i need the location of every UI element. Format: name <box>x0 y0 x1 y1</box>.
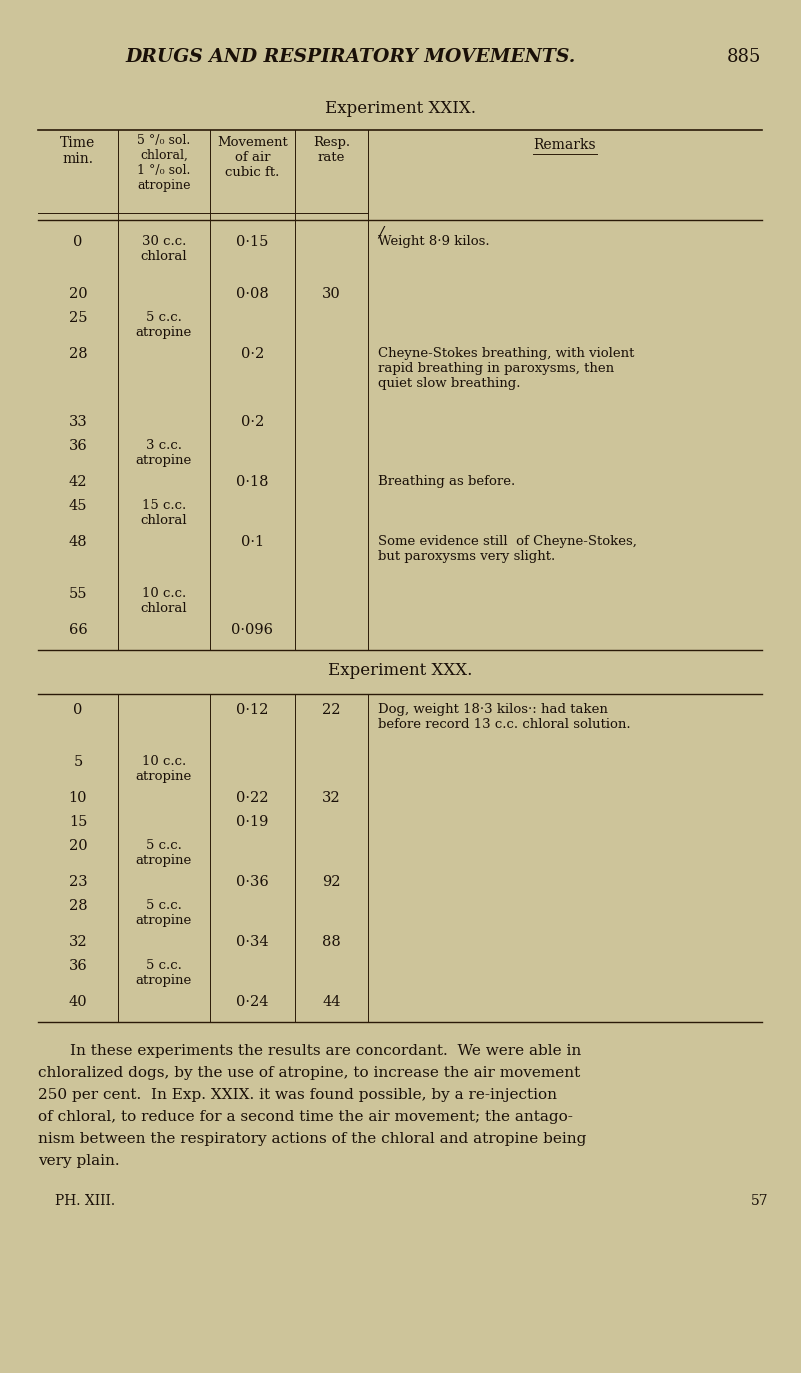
Text: 25: 25 <box>69 312 87 325</box>
Text: 57: 57 <box>751 1195 769 1208</box>
Text: 0·34: 0·34 <box>236 935 269 949</box>
Text: 44: 44 <box>322 995 340 1009</box>
Text: of chloral, to reduce for a second time the air movement; the antago-: of chloral, to reduce for a second time … <box>38 1109 573 1124</box>
Text: 66: 66 <box>69 623 87 637</box>
Text: 0: 0 <box>74 703 83 717</box>
Text: Some evidence still  of Cheyne-Stokes,
but paroxysms very slight.: Some evidence still of Cheyne-Stokes, bu… <box>378 535 637 563</box>
Text: Cheyne-Stokes breathing, with violent
rapid breathing in paroxysms, then
quiet s: Cheyne-Stokes breathing, with violent ra… <box>378 347 634 390</box>
Text: 0·2: 0·2 <box>241 347 264 361</box>
Text: Dog, weight 18·3 kilos·: had taken
before record 13 c.c. chloral solution.: Dog, weight 18·3 kilos·: had taken befor… <box>378 703 630 730</box>
Text: 15: 15 <box>69 816 87 829</box>
Text: 0·22: 0·22 <box>236 791 269 805</box>
Text: 42: 42 <box>69 475 87 489</box>
Text: 0·24: 0·24 <box>236 995 269 1009</box>
Text: 28: 28 <box>69 899 87 913</box>
Text: 5: 5 <box>74 755 83 769</box>
Text: 23: 23 <box>69 875 87 888</box>
Text: Time
min.: Time min. <box>60 136 95 166</box>
Text: Weight 8·9 kilos.: Weight 8·9 kilos. <box>378 235 489 249</box>
Text: 0: 0 <box>74 235 83 249</box>
Text: 92: 92 <box>322 875 340 888</box>
Text: 45: 45 <box>69 498 87 514</box>
Text: 20: 20 <box>69 287 87 301</box>
Text: 10 c.c.
atropine: 10 c.c. atropine <box>136 755 192 783</box>
Text: In these experiments the results are concordant.  We were able in: In these experiments the results are con… <box>70 1043 582 1059</box>
Text: DRUGS AND RESPIRATORY MOVEMENTS.: DRUGS AND RESPIRATORY MOVEMENTS. <box>125 48 575 66</box>
Text: 48: 48 <box>69 535 87 549</box>
Text: 5 c.c.
atropine: 5 c.c. atropine <box>136 899 192 927</box>
Text: 40: 40 <box>69 995 87 1009</box>
Text: 0·1: 0·1 <box>241 535 264 549</box>
Text: 5 c.c.
atropine: 5 c.c. atropine <box>136 312 192 339</box>
Text: Breathing as before.: Breathing as before. <box>378 475 515 487</box>
Text: 33: 33 <box>69 415 87 428</box>
Text: chloralized dogs, by the use of atropine, to increase the air movement: chloralized dogs, by the use of atropine… <box>38 1065 580 1081</box>
Text: 36: 36 <box>69 958 87 973</box>
Text: 20: 20 <box>69 839 87 853</box>
Text: 30: 30 <box>322 287 341 301</box>
Text: 250 per cent.  In Exp. XXIX. it was found possible, by a re-injection: 250 per cent. In Exp. XXIX. it was found… <box>38 1087 557 1103</box>
Text: 5 c.c.
atropine: 5 c.c. atropine <box>136 839 192 866</box>
Text: 5 c.c.
atropine: 5 c.c. atropine <box>136 958 192 987</box>
Text: 15 c.c.
chloral: 15 c.c. chloral <box>141 498 187 527</box>
Text: 0·19: 0·19 <box>236 816 268 829</box>
Text: 28: 28 <box>69 347 87 361</box>
Text: 0·12: 0·12 <box>236 703 268 717</box>
Text: 10 c.c.
chloral: 10 c.c. chloral <box>141 588 187 615</box>
Text: very plain.: very plain. <box>38 1153 119 1168</box>
Text: Experiment XXX.: Experiment XXX. <box>328 662 473 680</box>
Text: Resp.
rate: Resp. rate <box>313 136 350 163</box>
Text: 0·36: 0·36 <box>236 875 269 888</box>
Text: 32: 32 <box>69 935 87 949</box>
Text: Remarks: Remarks <box>533 139 596 152</box>
Text: 0·096: 0·096 <box>231 623 273 637</box>
Text: Experiment XXIX.: Experiment XXIX. <box>325 100 476 117</box>
Text: PH. XIII.: PH. XIII. <box>55 1195 115 1208</box>
Text: 55: 55 <box>69 588 87 601</box>
Text: 0·08: 0·08 <box>236 287 269 301</box>
Text: 32: 32 <box>322 791 340 805</box>
Text: 10: 10 <box>69 791 87 805</box>
Text: 0·15: 0·15 <box>236 235 268 249</box>
Text: 36: 36 <box>69 439 87 453</box>
Text: 88: 88 <box>322 935 341 949</box>
Text: Movement
of air
cubic ft.: Movement of air cubic ft. <box>217 136 288 178</box>
Text: 3 c.c.
atropine: 3 c.c. atropine <box>136 439 192 467</box>
Text: nism between the respiratory actions of the chloral and atropine being: nism between the respiratory actions of … <box>38 1131 586 1146</box>
Text: 22: 22 <box>322 703 340 717</box>
Text: 885: 885 <box>727 48 761 66</box>
Text: 30 c.c.
chloral: 30 c.c. chloral <box>141 235 187 264</box>
Text: /: / <box>378 225 383 239</box>
Text: 5 °/₀ sol.
chloral,
1 °/₀ sol.
atropine: 5 °/₀ sol. chloral, 1 °/₀ sol. atropine <box>137 135 191 192</box>
Text: 0·2: 0·2 <box>241 415 264 428</box>
Text: 0·18: 0·18 <box>236 475 269 489</box>
